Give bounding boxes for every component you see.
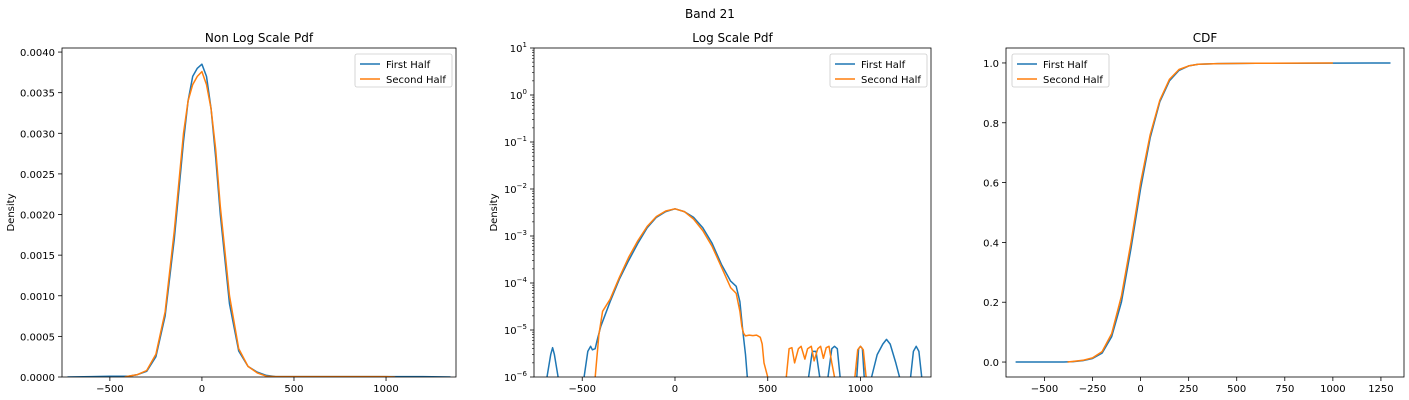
- y-tick-label: 10−4: [504, 276, 528, 290]
- y-axis-label: Density: [6, 193, 17, 231]
- legend: First Half Second Half: [1011, 53, 1110, 88]
- subplot-2: Log Scale Pdf Density −500 0 500 1000 10−6 10−5…: [489, 31, 932, 395]
- x-tick-label: 1250: [1368, 384, 1393, 395]
- y-tick-label: 10−2: [504, 182, 527, 196]
- x-tick-label: −250: [1079, 384, 1106, 395]
- series-line-second-half: [854, 345, 867, 377]
- figure-suptitle: Band 21: [685, 7, 735, 21]
- series-line-second-half: [785, 345, 836, 377]
- subplot-3: CDF −500 −250 0 250 500 750 1000 1250 0.0 0.2 0.4 0.…: [983, 31, 1405, 395]
- legend-label: First Half: [861, 60, 906, 71]
- series-line-first-half: [870, 338, 901, 377]
- series-line-first-half: [1015, 62, 1391, 363]
- x-tick-label: −500: [1031, 384, 1058, 395]
- series-line-second-half: [594, 208, 769, 377]
- subplot-title: CDF: [1193, 31, 1218, 45]
- y-tick-label: 0.0005: [20, 332, 55, 343]
- y-tick-label: 10−6: [504, 370, 528, 384]
- series-line-second-half: [124, 70, 396, 377]
- y-tick-label: 0.0020: [20, 211, 55, 222]
- y-tick-label: 0.6: [983, 179, 999, 190]
- series-line-first-half: [909, 345, 923, 377]
- y-tick-label: 0.4: [983, 238, 999, 249]
- axes-frame: [533, 47, 932, 378]
- x-tick-label: 0: [672, 384, 678, 395]
- x-tick-label: 1000: [848, 384, 873, 395]
- legend-label: Second Half: [861, 75, 921, 86]
- y-tick-label: 0.0015: [20, 251, 55, 262]
- axes-frame: [1005, 47, 1405, 378]
- x-tick-label: 0: [199, 384, 205, 395]
- legend: First Half Second Half: [354, 53, 453, 88]
- subplot-1: Non Log Scale Pdf Density −500 0 500 1000 0.00…: [6, 31, 457, 395]
- y-axis-label: Density: [489, 193, 500, 231]
- series-line-first-half: [807, 350, 821, 377]
- series-line-second-half: [1067, 62, 1333, 363]
- x-tick-label: 250: [1179, 384, 1198, 395]
- y-tick-label: 0.0025: [20, 170, 55, 181]
- y-tick-label: 0.0040: [20, 48, 55, 59]
- subplot-title: Non Log Scale Pdf: [205, 31, 314, 45]
- legend-label: Second Half: [1043, 75, 1103, 86]
- y-tick-label: 0.0035: [20, 89, 55, 100]
- x-tick-label: 1000: [373, 384, 398, 395]
- legend: First Half Second Half: [829, 53, 928, 88]
- y-tick-label: 0.8: [983, 119, 999, 130]
- subplot-title: Log Scale Pdf: [692, 31, 773, 45]
- y-tick-label: 0.0030: [20, 129, 55, 140]
- x-tick-label: 500: [1227, 384, 1246, 395]
- series-line-first-half: [583, 208, 749, 377]
- x-tick-label: 0: [1137, 384, 1143, 395]
- y-tick-label: 10−5: [504, 323, 527, 337]
- y-tick-label: 1.0: [983, 59, 999, 70]
- series-line-first-half: [546, 346, 559, 377]
- legend-label: First Half: [386, 60, 431, 71]
- series-line-first-half: [67, 63, 451, 377]
- y-tick-label: 0.0: [983, 358, 999, 369]
- y-tick-label: 10−3: [504, 229, 527, 243]
- y-tick-label: 101: [510, 41, 527, 55]
- axes-frame: [61, 47, 457, 378]
- y-tick-label: 100: [510, 88, 527, 102]
- legend-label: Second Half: [386, 75, 446, 86]
- x-tick-label: 500: [758, 384, 777, 395]
- y-tick-label: 0.2: [983, 298, 999, 309]
- legend-label: First Half: [1043, 60, 1088, 71]
- x-tick-label: −500: [96, 384, 123, 395]
- y-tick-label: 0.0010: [20, 292, 55, 303]
- x-tick-label: −500: [568, 384, 595, 395]
- y-tick-label: 0.0000: [20, 373, 55, 384]
- y-tick-label: 10−1: [504, 135, 527, 149]
- x-tick-label: 500: [284, 384, 303, 395]
- x-tick-label: 1000: [1320, 384, 1345, 395]
- x-tick-label: 750: [1275, 384, 1294, 395]
